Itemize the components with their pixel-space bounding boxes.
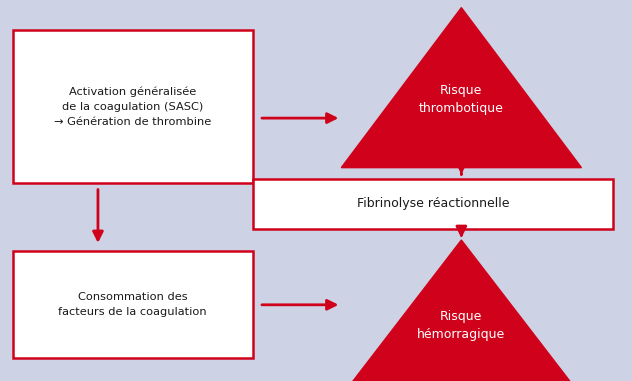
- Text: Consommation des
facteurs de la coagulation: Consommation des facteurs de la coagulat…: [58, 292, 207, 317]
- FancyBboxPatch shape: [13, 251, 253, 358]
- Text: Fibrinolyse réactionnelle: Fibrinolyse réactionnelle: [356, 197, 509, 210]
- Polygon shape: [341, 8, 581, 168]
- Polygon shape: [341, 240, 581, 381]
- Text: Risque
thrombotique: Risque thrombotique: [419, 83, 504, 115]
- FancyBboxPatch shape: [253, 179, 613, 229]
- Text: Activation généralisée
de la coagulation (SASC)
→ Génération de thrombine: Activation généralisée de la coagulation…: [54, 86, 211, 127]
- Text: Risque
hémorragique: Risque hémorragique: [417, 310, 506, 341]
- FancyBboxPatch shape: [13, 30, 253, 183]
